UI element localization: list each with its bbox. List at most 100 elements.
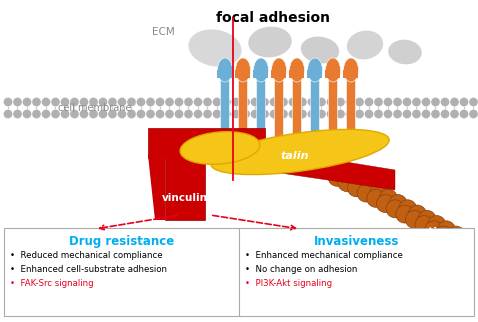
Circle shape [331,163,349,181]
Circle shape [377,194,394,213]
Circle shape [146,98,155,107]
Circle shape [399,200,417,218]
Ellipse shape [346,30,384,60]
Circle shape [194,109,203,118]
Circle shape [441,109,449,118]
Circle shape [317,109,326,118]
Circle shape [32,98,41,107]
Bar [290,70,304,78]
Ellipse shape [344,58,358,82]
Circle shape [412,98,421,107]
Bar [253,70,269,78]
Circle shape [279,98,288,107]
Circle shape [137,98,145,107]
Bar [328,78,337,140]
Circle shape [396,205,414,223]
Circle shape [408,205,426,223]
Circle shape [348,179,366,197]
Circle shape [203,98,212,107]
Circle shape [42,109,51,118]
Circle shape [108,98,117,107]
Circle shape [70,109,79,118]
Circle shape [79,98,88,107]
Circle shape [422,98,431,107]
Circle shape [213,98,221,107]
Circle shape [137,109,145,118]
Circle shape [70,98,79,107]
Circle shape [469,109,478,118]
Circle shape [222,98,231,107]
Circle shape [298,109,307,118]
Bar [311,78,319,140]
Ellipse shape [253,58,269,82]
Bar [344,70,358,78]
Ellipse shape [388,39,423,65]
Circle shape [357,184,375,202]
Circle shape [165,98,174,107]
Circle shape [3,98,12,107]
Circle shape [447,226,465,244]
Circle shape [127,109,136,118]
Circle shape [13,98,22,107]
Circle shape [418,210,436,228]
Circle shape [389,194,407,213]
Circle shape [146,109,155,118]
Circle shape [22,98,32,107]
Text: •  Enhanced cell-substrate adhesion: • Enhanced cell-substrate adhesion [10,264,167,273]
Ellipse shape [217,58,232,82]
Circle shape [61,98,69,107]
Circle shape [184,98,193,107]
Circle shape [13,109,22,118]
Ellipse shape [307,58,323,82]
Circle shape [386,200,404,218]
Circle shape [289,109,297,118]
Circle shape [203,109,212,118]
Circle shape [194,98,203,107]
Circle shape [402,98,412,107]
Text: talin: talin [281,151,309,161]
Circle shape [250,109,260,118]
Circle shape [415,216,433,233]
Circle shape [374,98,383,107]
Circle shape [425,221,443,239]
Circle shape [346,98,355,107]
Circle shape [89,109,98,118]
Circle shape [336,98,345,107]
Circle shape [369,184,388,202]
Polygon shape [260,148,395,190]
Circle shape [127,98,136,107]
Bar [307,70,323,78]
Circle shape [431,98,440,107]
Circle shape [174,109,184,118]
Circle shape [307,98,316,107]
Ellipse shape [236,58,250,82]
Circle shape [365,98,373,107]
Circle shape [298,98,307,107]
Polygon shape [148,128,265,220]
Text: cell membrane: cell membrane [58,103,132,113]
Text: •  FAK-Src signaling: • FAK-Src signaling [10,279,94,288]
Bar [257,78,265,140]
Text: Invasiveness: Invasiveness [314,234,399,248]
Text: actin: actin [415,227,445,237]
Circle shape [118,98,127,107]
Bar [347,78,356,140]
Circle shape [260,109,269,118]
Circle shape [326,109,336,118]
Circle shape [338,174,356,192]
Circle shape [428,215,445,233]
Text: vinculin: vinculin [162,193,208,203]
Circle shape [360,179,378,197]
Circle shape [61,109,69,118]
Circle shape [469,98,478,107]
Circle shape [108,109,117,118]
Circle shape [79,109,88,118]
Circle shape [42,98,51,107]
Circle shape [184,109,193,118]
Circle shape [431,109,440,118]
Circle shape [441,98,449,107]
Circle shape [89,98,98,107]
Circle shape [380,189,397,207]
Text: ECM: ECM [152,27,174,37]
Text: •  No change on adhesion: • No change on adhesion [245,264,358,273]
